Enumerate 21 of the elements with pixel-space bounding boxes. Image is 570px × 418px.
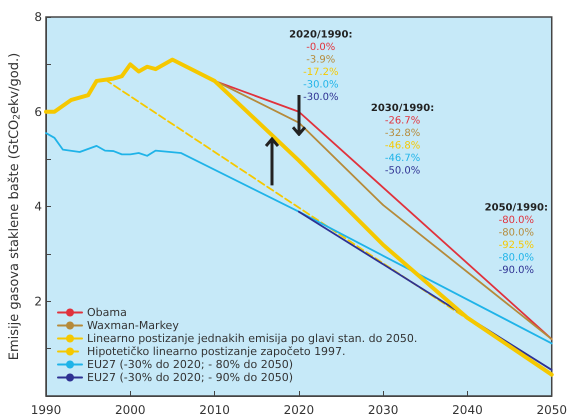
legend-label: EU27 (-30% do 2020; - 80% do 2050) <box>87 358 294 371</box>
legend-label: Obama <box>87 306 127 319</box>
y-tick-label: 6 <box>34 104 42 119</box>
y-axis-title: Emisije gasova staklene bašte (GtCO2ekv/god.) <box>7 52 22 360</box>
legend-label: Waxman-Markey <box>87 319 180 332</box>
annotation: 2020/1990: -0.0% -3.9% -17.2% -30.0% -30.0% <box>289 30 352 104</box>
x-tick-label: 2040 <box>452 403 483 417</box>
x-tick-label: 1990 <box>30 403 62 417</box>
x-tick-label: 2000 <box>115 403 146 417</box>
x-tick-label: 2050 <box>536 403 568 417</box>
legend-label: Hipotetičko linearno postizanje započeto 1997. <box>87 345 346 358</box>
legend-label: Linearno postizanje jednakih emisija po glavi stan. do 2050. <box>87 332 418 345</box>
x-tick-label: 2010 <box>199 403 230 417</box>
annotation: 2050/1990: -80.0% -80.0% -92.5% -80.0% -90.0% <box>484 202 548 276</box>
y-tick-label: 4 <box>34 200 42 214</box>
x-tick-label: 2030 <box>368 403 398 417</box>
annotation: 2030/1990: -26.7% -32.8% -46.8% -46.7% -50.0% <box>370 103 434 177</box>
y-tick-label: 2 <box>34 294 42 308</box>
y-tick-label: 8 <box>34 10 42 24</box>
x-tick-label: 2020 <box>284 403 314 417</box>
legend-label: EU27 (-30% do 2020; - 90% do 2050) <box>87 371 294 384</box>
